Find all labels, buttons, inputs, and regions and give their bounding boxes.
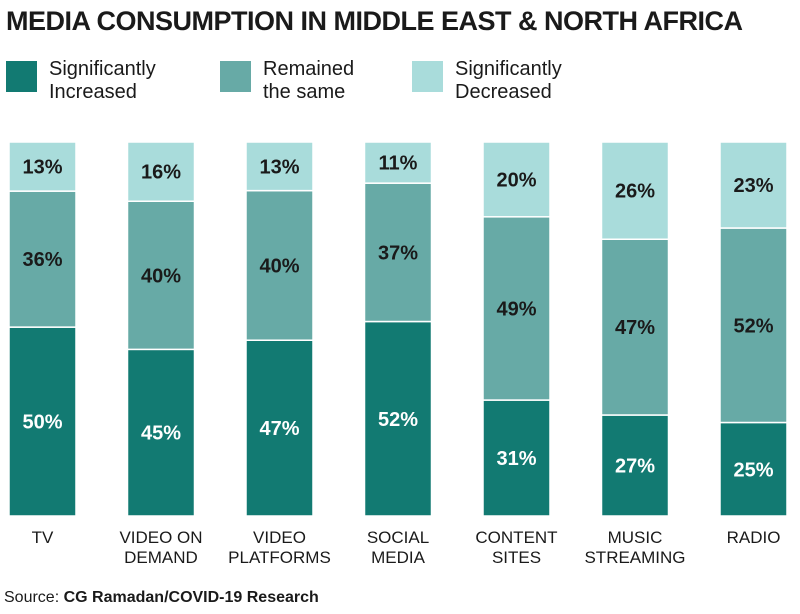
source-note: Source: CG Ramadan/COVID-19 Research [4,589,319,607]
category-label-3: SOCIAL MEDIA [367,528,429,567]
bar-segment-decreased-4 [482,141,551,218]
bar-segment-increased-0 [8,326,77,517]
data-label-same-4: 49% [496,298,536,320]
legend-item-decreased: Significantly Decreased [412,58,562,104]
category-label-6: RADIO [727,528,781,547]
data-label-increased-4: 31% [496,448,536,470]
data-label-decreased-0: 13% [22,157,62,179]
bar-segment-same-3 [363,182,433,323]
bar-segment-decreased-6 [719,141,788,229]
legend-item-same: Remained the same [220,58,354,104]
bar-segment-same-4 [482,216,551,401]
legend-label-same: Remained the same [263,58,355,103]
bar-segment-increased-3 [363,320,433,517]
data-label-decreased-1: 16% [141,162,181,184]
data-label-increased-1: 45% [141,423,181,445]
data-label-decreased-3: 11% [379,153,418,175]
data-label-same-0: 36% [22,249,62,271]
data-label-same-6: 52% [733,315,773,337]
legend-swatch-increased [6,61,37,92]
data-label-increased-6: 25% [733,459,773,481]
category-label-0: TV [32,528,54,547]
legend-swatch-same [220,61,251,92]
bar-segment-same-0 [8,190,77,328]
bar-segment-decreased-1 [126,141,196,202]
legend: Significantly Increased Remained the sam… [0,58,800,108]
data-label-same-2: 40% [259,255,299,277]
data-label-increased-3: 52% [378,409,418,431]
bar-segment-decreased-3 [363,141,433,184]
bar-segment-increased-2 [245,339,314,517]
bar-segment-same-6 [719,227,788,424]
category-label-4: CONTENT SITES [475,528,557,567]
data-label-decreased-4: 20% [496,169,536,191]
source-text: CG Ramadan/COVID-19 Research [63,589,319,606]
bar-segment-decreased-5 [600,141,670,240]
data-label-decreased-5: 26% [615,181,655,203]
bar-segment-increased-4 [482,399,551,517]
legend-item-increased: Significantly Increased [6,58,156,104]
source-prefix: Source: [4,589,60,606]
category-label-5: MUSIC STREAMING [584,528,685,567]
bar-segment-increased-1 [126,348,196,517]
category-label-1: VIDEO ON DEMAND [119,528,202,567]
data-label-increased-5: 27% [615,456,655,478]
bar-segment-decreased-2 [245,141,314,192]
data-label-increased-2: 47% [259,418,299,440]
bar-segment-increased-5 [600,414,670,517]
data-label-same-5: 47% [615,317,655,339]
bar-segment-same-5 [600,238,670,416]
bar-segment-same-2 [245,189,314,341]
data-label-increased-0: 50% [22,412,62,434]
legend-label-increased: Significantly Increased [49,58,156,103]
data-label-same-3: 37% [378,242,418,264]
chart-title: MEDIA CONSUMPTION IN MIDDLE EAST & NORTH… [6,6,743,36]
data-label-same-1: 40% [141,265,181,287]
category-label-2: VIDEO PLATFORMS [228,528,331,567]
legend-swatch-decreased [412,61,443,92]
data-label-decreased-2: 13% [259,156,299,178]
legend-label-decreased: Significantly Decreased [455,58,562,103]
bar-segment-decreased-0 [8,141,77,192]
bar-segment-increased-6 [719,421,788,517]
data-label-decreased-6: 23% [733,175,773,197]
